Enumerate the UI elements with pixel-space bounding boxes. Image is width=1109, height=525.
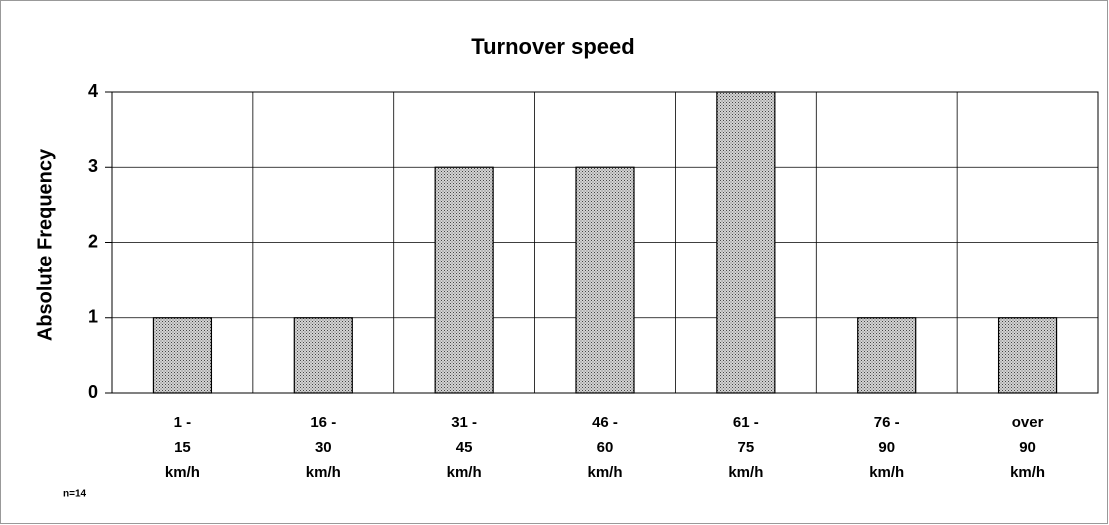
bar [997,317,1058,394]
x-tick-label: 60 [597,439,614,456]
bar [575,166,635,394]
x-tick-label: km/h [306,464,341,481]
bar [434,166,494,394]
x-tick-label: km/h [869,464,904,481]
x-tick-label: 90 [878,439,895,456]
y-tick-label: 0 [88,382,98,402]
x-tick-label: 15 [174,439,191,456]
annotation: n=14 [63,489,87,500]
x-tick-label: 75 [738,439,755,456]
y-tick-label: 1 [88,307,98,327]
x-tick-label: km/h [1010,464,1045,481]
x-tick-label: 1 - [174,414,192,431]
chart-title: Turnover speed [471,34,634,59]
x-tick-label: km/h [728,464,763,481]
x-tick-label: 30 [315,439,332,456]
bar [293,317,353,394]
x-tick-label: km/h [587,464,622,481]
x-tick-label: 61 - [733,414,759,431]
x-tick-label: km/h [165,464,200,481]
x-tick-label: 45 [456,439,473,456]
x-tick-label: 46 - [592,414,618,431]
bar [716,91,776,394]
bar [152,317,213,394]
x-tick-label: km/h [447,464,482,481]
x-tick-label: 31 - [451,414,477,431]
x-tick-label: 16 - [310,414,336,431]
y-tick-label: 4 [88,81,98,101]
y-tick-label: 2 [88,231,98,251]
x-tick-label: over [1012,414,1044,431]
bar [857,317,917,394]
y-axis-label: Absolute Frequency [34,148,56,341]
x-tick-label: 76 - [874,414,900,431]
y-tick-label: 3 [88,156,98,176]
x-tick-label: 90 [1019,439,1036,456]
